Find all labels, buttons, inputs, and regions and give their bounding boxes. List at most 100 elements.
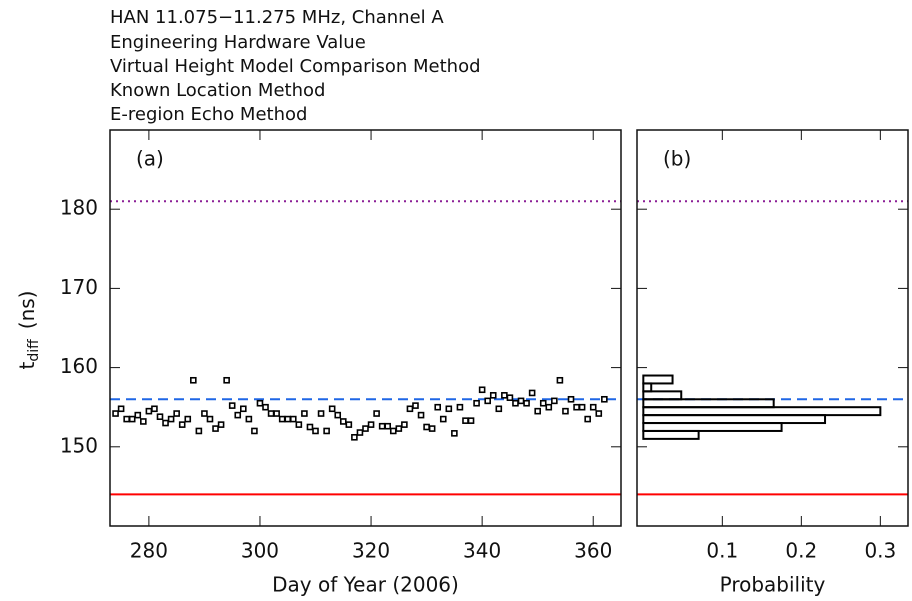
scatter-point [439, 415, 447, 423]
scatter-point [367, 421, 375, 428]
scatter-point [212, 425, 219, 432]
scatter-point [517, 397, 525, 405]
scatter-point [151, 405, 158, 413]
scatter-point [267, 410, 275, 417]
scatter-point [539, 399, 547, 407]
scatter-point [534, 407, 541, 415]
scatter-point [273, 410, 280, 417]
scatter-point [178, 421, 186, 428]
scatter-point [128, 415, 136, 423]
x-tick-label: 360 [574, 539, 612, 563]
scatter-point [339, 418, 347, 425]
scatter-point [334, 411, 342, 419]
scatter-point [234, 411, 242, 419]
scatter-point [323, 427, 330, 435]
scatter-point [301, 410, 308, 417]
scatter-point [412, 402, 419, 409]
scatter-point [362, 425, 369, 432]
plot-frame [109, 129, 622, 527]
histogram-bar [642, 422, 783, 432]
scatter-point [167, 415, 175, 423]
scatter-point [389, 427, 397, 435]
scatter-point [545, 403, 553, 411]
scatter-point [245, 415, 253, 423]
x-tick-label: 0.2 [785, 539, 817, 563]
legend-entry: Virtual Height Model Comparison Method [110, 56, 481, 77]
scatter-point [567, 395, 575, 403]
scatter-point [217, 421, 225, 428]
scatter-point [317, 410, 325, 417]
scatter-point [428, 425, 436, 432]
scatter-point [184, 415, 192, 423]
scatter-point [123, 415, 130, 423]
scatter-point [328, 405, 336, 413]
scatter-point [228, 402, 236, 409]
scatter-point [140, 418, 147, 425]
scatter-point [506, 394, 514, 401]
y-axis-label: tdiff (ns) [15, 291, 43, 370]
panel-label: (b) [663, 147, 691, 171]
scatter-point [112, 410, 119, 417]
scatter-point [495, 405, 503, 413]
scatter-point [484, 397, 491, 405]
scatter-point [451, 430, 458, 437]
x-tick-label: 280 [130, 539, 168, 563]
histogram-bar [642, 429, 700, 440]
legend-entry: Engineering Hardware Value [110, 32, 366, 53]
scatter-point [562, 407, 569, 415]
scatter-point [162, 419, 169, 427]
y-tick-label: 180 [60, 196, 98, 220]
scatter-point [595, 410, 603, 417]
scatter-point [417, 411, 425, 419]
scatter-point [345, 421, 353, 428]
scatter-point [256, 399, 264, 407]
scatter-point [312, 427, 319, 435]
scatter-point [423, 423, 430, 431]
scatter-point [384, 422, 392, 430]
chart-title: HAN 11.075−11.275 MHz, Channel A [110, 7, 444, 28]
x-tick-label: 320 [352, 539, 390, 563]
scatter-point [528, 389, 536, 397]
y-tick-label: 170 [60, 275, 98, 299]
scatter-point [289, 415, 297, 423]
scatter-point [156, 413, 164, 421]
scatter-point [284, 415, 292, 423]
scatter-point [351, 433, 358, 441]
x-tick-label: 0.3 [864, 539, 896, 563]
scatter-point [201, 410, 208, 417]
scatter-point [306, 423, 314, 431]
y-label-main: t [15, 361, 39, 369]
histogram-bar [642, 382, 653, 393]
scatter-point [240, 405, 247, 413]
scatter-point [512, 399, 519, 407]
scatter-point [584, 415, 591, 423]
scatter-point [190, 376, 197, 384]
scatter-point [251, 427, 258, 435]
y-tick-label: 160 [60, 354, 98, 378]
scatter-point [117, 405, 125, 413]
scatter-point [573, 403, 580, 411]
scatter-point [434, 403, 442, 411]
histogram-bar [642, 398, 775, 409]
y-tick-label: 150 [60, 433, 98, 457]
scatter-point [462, 417, 469, 424]
scatter-point [478, 386, 486, 394]
y-label-sub: diff [26, 339, 42, 362]
scatter-point [134, 411, 142, 419]
scatter-point [601, 395, 608, 403]
panel-label: (a) [136, 147, 164, 171]
scatter-point [295, 421, 303, 428]
scatter-point [173, 410, 180, 417]
scatter-point [401, 421, 408, 428]
scatter-point [589, 403, 597, 411]
legend-entry: E-region Echo Method [110, 104, 307, 125]
x-tick-label: 300 [241, 539, 279, 563]
scatter-point [262, 403, 269, 411]
scatter-point [223, 376, 230, 384]
scatter-point [206, 415, 214, 423]
scatter-point [501, 392, 508, 399]
scatter-point [445, 405, 453, 413]
y-label-unit: (ns) [15, 291, 39, 330]
scatter-point [373, 410, 380, 417]
